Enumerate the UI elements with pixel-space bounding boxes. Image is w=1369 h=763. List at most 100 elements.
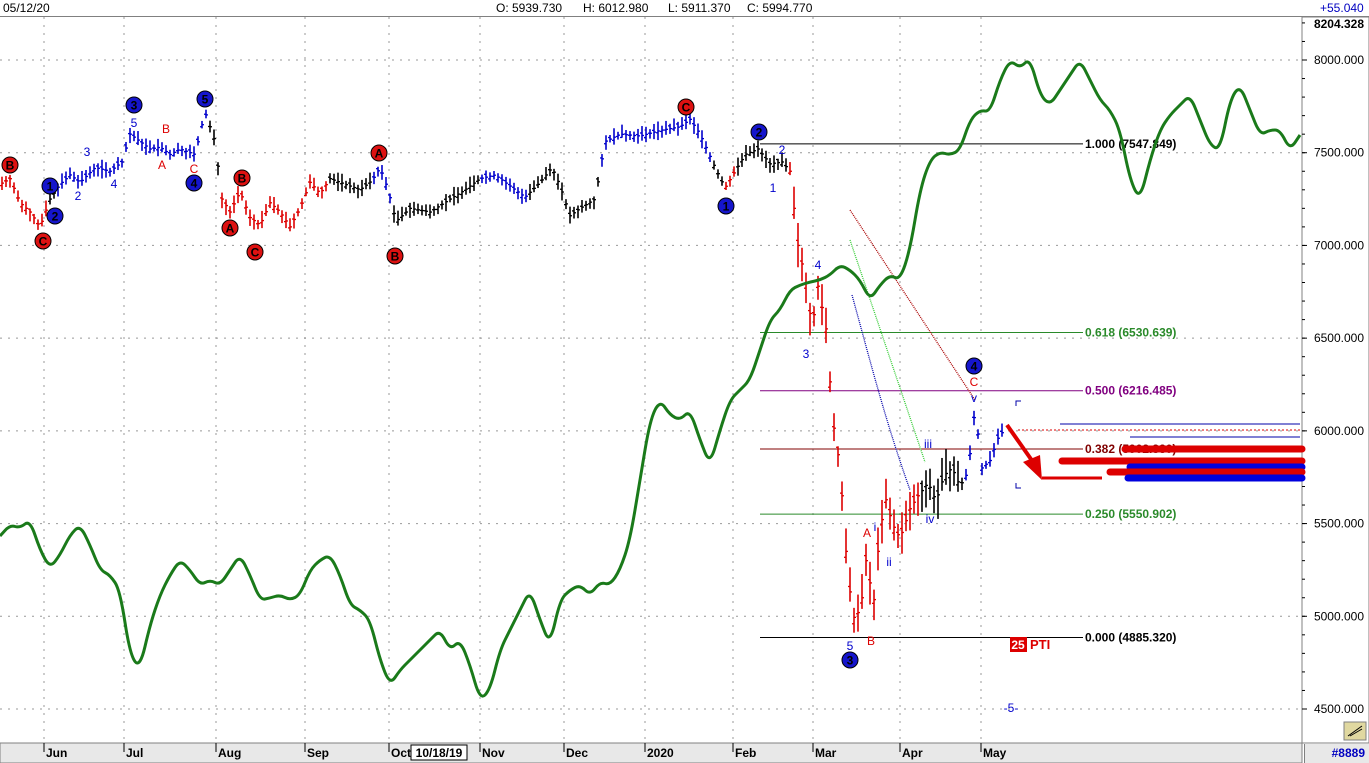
ohlc-bar <box>368 172 372 190</box>
wave-label: C <box>246 243 264 261</box>
ohlc-bar <box>676 121 680 136</box>
svg-text:3: 3 <box>131 99 138 113</box>
ohlc-bar <box>376 166 380 177</box>
x-tick-label: Nov <box>482 746 505 760</box>
ohlc-bar <box>88 166 92 179</box>
ohlc-bar <box>776 158 780 170</box>
fib-level-label: 0.618 (6530.639) <box>1085 325 1176 339</box>
svg-text:3: 3 <box>84 145 91 159</box>
svg-text:2: 2 <box>756 126 763 140</box>
ohlc-bar <box>192 146 196 162</box>
ohlc-bar <box>764 150 768 169</box>
trend-lines <box>849 209 976 491</box>
wave-label: 2 <box>46 207 64 225</box>
ohlc-bar <box>964 468 968 481</box>
ohlc-bar <box>1000 423 1004 437</box>
ohlc-bar <box>176 142 180 154</box>
ohlc-bar <box>828 371 832 393</box>
ohlc-bar <box>404 207 408 216</box>
wave-label: 1 <box>770 181 777 195</box>
projection-arrow-head <box>1023 455 1042 480</box>
ohlc-bar <box>784 158 788 172</box>
svg-text:C: C <box>190 162 199 176</box>
ohlc-bar <box>568 206 572 224</box>
ohlc-bar <box>852 607 856 633</box>
ohlc-bar <box>592 196 596 210</box>
ohlc-bar <box>900 512 904 554</box>
ohlc-bar <box>792 186 796 219</box>
ohlc-bar <box>536 176 540 189</box>
ohlc-bar <box>896 524 900 548</box>
ohlc-bar <box>796 222 800 268</box>
ohlc-bar <box>244 200 248 215</box>
svg-text:C: C <box>251 246 260 260</box>
svg-text:A: A <box>226 222 235 236</box>
ohlc-bar <box>612 128 616 145</box>
ohlc-bar <box>444 194 448 212</box>
ohlc-bar <box>468 176 472 194</box>
ohlc-bar <box>560 182 564 201</box>
y-tick-label: 7000.000 <box>1314 238 1364 252</box>
ohlc-bar <box>72 171 76 182</box>
wave-label: 4 <box>815 258 822 272</box>
ohlc-bar <box>724 181 728 190</box>
ohlc-bar <box>128 127 132 144</box>
svg-text:B: B <box>391 250 400 264</box>
ohlc-bar <box>844 528 848 564</box>
ohlc-bar <box>440 200 444 210</box>
ohlc-bar <box>332 173 336 185</box>
ohlc-bar <box>160 142 164 153</box>
symbol-badge: #8889 <box>1304 744 1369 763</box>
wave-label: 4 <box>185 174 203 192</box>
ohlc-bar <box>400 206 404 222</box>
wave-label: 3 <box>803 347 810 361</box>
wave-label: B <box>162 122 170 136</box>
svg-text:3: 3 <box>847 654 854 668</box>
ohlc-bar <box>308 174 312 189</box>
ohlc-bar <box>732 166 736 177</box>
ohlc-bar <box>808 302 812 336</box>
wave-label: 5 <box>847 639 854 653</box>
ohlc-bar <box>416 203 420 215</box>
ohlc-bar <box>788 162 792 176</box>
svg-text:3: 3 <box>803 347 810 361</box>
ohlc-bar <box>216 162 220 176</box>
ohlc-bar <box>24 201 28 215</box>
ohlc-bar <box>988 451 992 467</box>
ohlc-bar <box>984 460 988 469</box>
ohlc-bar <box>600 154 604 167</box>
ohlc-bar <box>736 157 740 176</box>
ohlc-bar <box>436 203 440 215</box>
date-box-text: 10/18/19 <box>416 746 463 760</box>
ohlc-bar <box>616 131 620 140</box>
ohlc-bar <box>564 199 568 210</box>
svg-text:2: 2 <box>52 210 59 224</box>
ohlc-bar <box>704 141 708 154</box>
plot-area[interactable] <box>0 17 1302 743</box>
svg-text:-5-: -5- <box>1004 701 1019 715</box>
ohlc-bar <box>836 446 840 467</box>
ohlc-bar <box>888 497 892 530</box>
y-tick-label: 5500.000 <box>1314 517 1364 531</box>
ohlc-bar <box>608 135 612 143</box>
wave-label: 5 <box>131 116 138 130</box>
y-tick-label: 5000.000 <box>1314 609 1364 623</box>
fib-level-label: 1.000 (7547.849) <box>1085 137 1176 151</box>
ohlc-bar <box>228 206 232 219</box>
scroll-icon-glyph <box>1347 725 1363 737</box>
ohlc-bar <box>840 481 844 511</box>
ohlc-bar <box>292 213 296 229</box>
ohlc-bar <box>548 163 552 177</box>
ohlc-bar <box>148 140 152 154</box>
ohlc-bar <box>180 145 184 157</box>
ohlc-bar <box>524 189 528 203</box>
svg-text:2: 2 <box>779 143 786 157</box>
ohlc-bar <box>184 147 188 160</box>
ohlc-bar <box>920 480 924 512</box>
ohlc-bar <box>140 138 144 151</box>
ohlc-bar <box>16 190 20 202</box>
wave-label: 2 <box>779 143 786 157</box>
svg-text:A: A <box>158 158 166 172</box>
ohlc-bar <box>412 201 416 216</box>
